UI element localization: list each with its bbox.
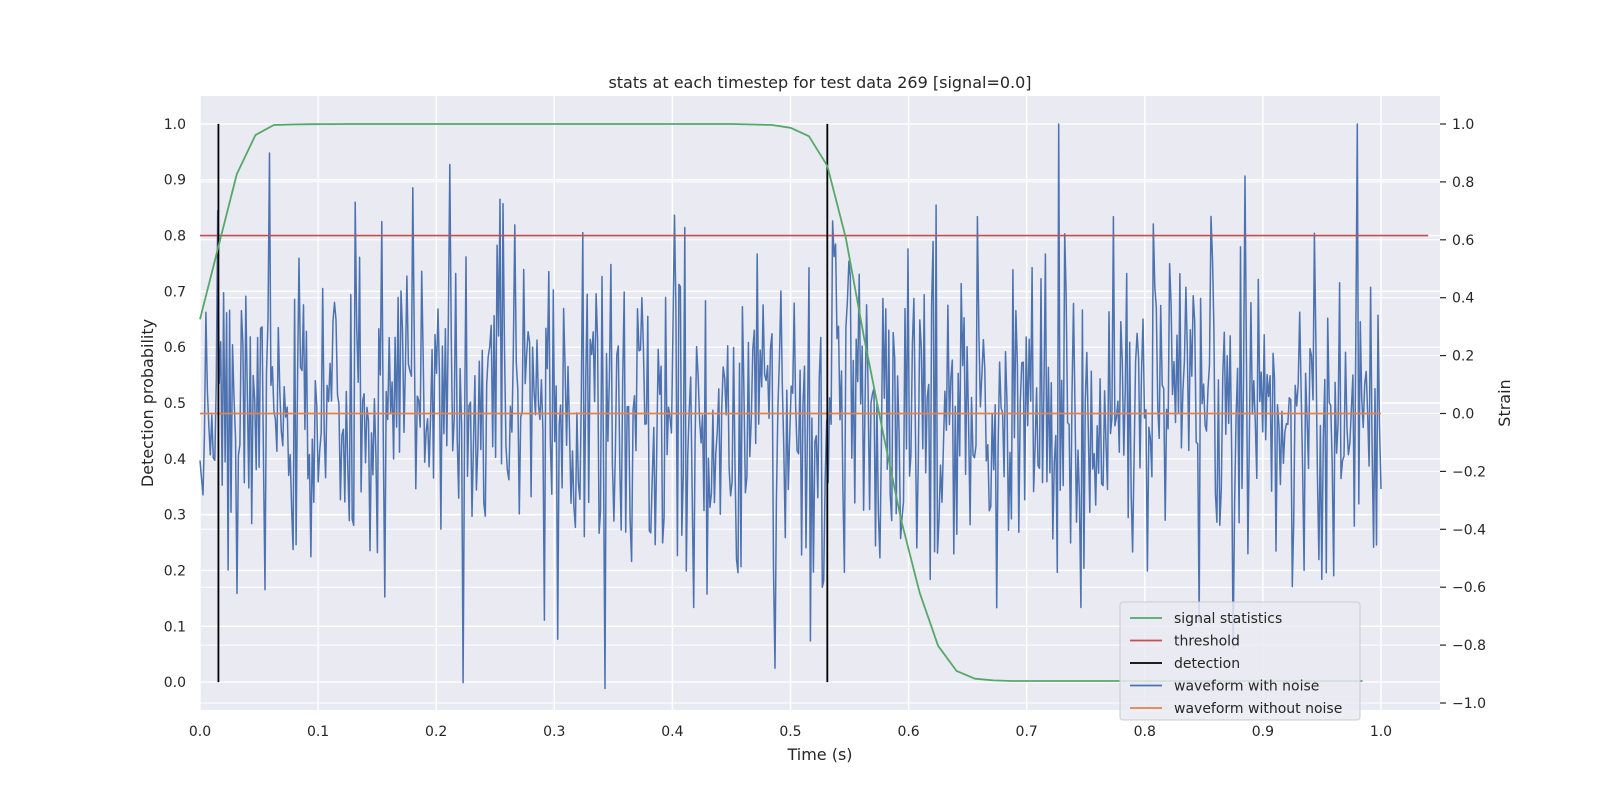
y-left-tick-label: 0.9 [164, 173, 186, 189]
series-signal-statistics [199, 123, 1363, 682]
y-left-tick-label: 0.1 [164, 619, 186, 635]
y-right-tick-label: 0.0 [1452, 407, 1474, 423]
y-right-tick-label: −1.0 [1452, 696, 1486, 712]
y-left-tick-label: 0.4 [164, 452, 186, 468]
legend-label: threshold [1174, 634, 1240, 650]
series-waveform-with-noise [199, 123, 1382, 690]
ticks: 0.0 0.1 0.2 0.3 0.4 0.5 0.6 0.7 0.8 0.9 1.0 0.0 0.1 0… [164, 117, 1486, 740]
y-right-tick-label: 0.6 [1452, 233, 1474, 249]
y-left-tick-label: 0.6 [164, 340, 186, 356]
y-left-tick-label: 0.5 [164, 396, 186, 412]
y-right-tick-label: −0.8 [1452, 638, 1486, 654]
x-tick-label: 0.6 [897, 724, 919, 740]
x-tick-label: 0.1 [307, 724, 329, 740]
y-axis-right-title: Strain [1495, 379, 1514, 426]
x-tick-label: 0.8 [1134, 724, 1156, 740]
x-tick-label: 0.3 [543, 724, 565, 740]
y-right-tick-label: −0.4 [1452, 522, 1486, 538]
y-axis-left-title: Detection probability [138, 319, 157, 487]
x-tick-label: 0.4 [661, 724, 683, 740]
y-left-tick-label: 0.8 [164, 229, 186, 245]
x-tick-label: 0.5 [779, 724, 801, 740]
legend-label: signal statistics [1174, 611, 1282, 627]
legend-label: waveform without noise [1174, 701, 1342, 717]
x-tick-label: 0.2 [425, 724, 447, 740]
legend-box [1119, 601, 1361, 721]
x-axis-title: Time (s) [786, 745, 852, 764]
legend-label: detection [1174, 656, 1240, 672]
y-left-tick-label: 0.0 [164, 675, 186, 691]
y-right-tick-label: 0.8 [1452, 175, 1474, 191]
legend: signal statistics threshold detection wavef… [1119, 601, 1361, 721]
x-tick-label: 1.0 [1370, 724, 1392, 740]
y-right-tick-label: 0.4 [1452, 291, 1474, 307]
y-right-tick-label: 1.0 [1452, 117, 1474, 133]
series-layer [199, 123, 1429, 690]
y-left-tick-label: 0.2 [164, 563, 186, 579]
y-right-tick-label: 0.2 [1452, 349, 1474, 365]
y-left-tick-label: 0.7 [164, 284, 186, 300]
x-tick-label: 0.9 [1252, 724, 1274, 740]
y-left-tick-label: 0.3 [164, 508, 186, 524]
legend-label: waveform with noise [1174, 679, 1319, 695]
y-left-tick-label: 1.0 [164, 117, 186, 133]
chart-title: stats at each timestep for test data 269… [608, 73, 1031, 92]
x-tick-label: 0.7 [1016, 724, 1038, 740]
y-right-tick-label: −0.6 [1452, 580, 1486, 596]
x-tick-label: 0.0 [189, 724, 211, 740]
y-right-tick-label: −0.2 [1452, 464, 1486, 480]
